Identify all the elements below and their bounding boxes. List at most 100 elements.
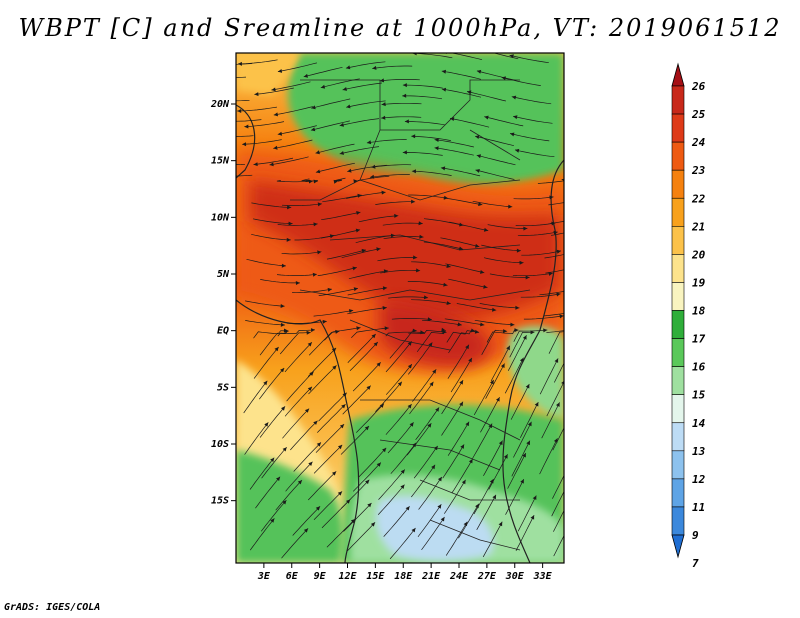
streamline-arrow	[327, 287, 332, 292]
streamline-arrow	[346, 499, 351, 504]
colorbar-swatch	[671, 366, 685, 395]
streamline-arrow	[566, 481, 570, 486]
streamline	[505, 478, 525, 515]
y-tick-label: EQ	[217, 326, 229, 337]
x-axis: 3E 6E 9E 12E 15E 18E 21E 24E 27E 30E 33E	[257, 563, 553, 582]
streamline-arrow	[580, 309, 584, 313]
streamline	[339, 146, 380, 155]
streamline-arrow	[404, 119, 409, 124]
streamline	[249, 518, 275, 551]
streamline-arrow	[475, 169, 480, 173]
streamline-arrow	[287, 205, 292, 210]
streamline-arrow	[277, 131, 283, 136]
streamline-arrow	[254, 92, 259, 97]
streamline-arrow	[567, 463, 571, 467]
streamline-arrow	[526, 440, 530, 446]
streamline	[324, 327, 361, 341]
streamline-arrow	[310, 127, 316, 132]
streamline-arrow	[361, 248, 366, 253]
streamline	[413, 445, 438, 479]
streamline	[347, 287, 388, 296]
streamline-arrow	[441, 69, 446, 74]
streamline-arrow	[407, 404, 412, 409]
streamline	[243, 380, 268, 414]
streamline-arrow	[568, 520, 572, 525]
streamline	[552, 427, 564, 451]
streamline	[441, 70, 481, 80]
x-tick-label: 6E	[286, 571, 299, 582]
streamline	[539, 358, 559, 395]
streamline-arrow	[428, 342, 433, 347]
colorbar-label: 12	[692, 473, 706, 486]
streamline-arrow	[310, 328, 315, 333]
streamline	[252, 218, 293, 224]
x-tick-label: 18E	[394, 571, 413, 582]
streamline-arrow	[480, 270, 485, 274]
streamline	[440, 237, 480, 248]
streamline-arrow	[405, 506, 410, 511]
y-tick-label: 20N	[210, 99, 230, 110]
streamline	[434, 147, 474, 156]
streamline-arrow	[459, 380, 464, 385]
streamline-arrow	[280, 322, 285, 327]
streamline-arrow	[569, 347, 573, 351]
colorbar-swatch	[671, 226, 685, 255]
streamline	[260, 279, 300, 284]
streamline-arrow	[543, 328, 548, 333]
streamline	[245, 320, 285, 326]
colorbar-label: 11	[692, 501, 705, 514]
streamline	[236, 76, 247, 78]
streamline	[290, 420, 318, 451]
streamline-arrow	[317, 202, 322, 207]
streamline-arrow	[282, 447, 287, 452]
streamline-arrow	[394, 213, 399, 218]
streamline-arrow	[440, 166, 446, 171]
streamline	[476, 494, 497, 530]
colorbar-swatch	[671, 338, 685, 367]
streamline	[487, 224, 528, 229]
streamline-arrow	[476, 69, 482, 74]
streamline-arrow	[339, 122, 344, 127]
streamline-arrow	[288, 221, 293, 226]
streamline	[513, 329, 548, 342]
streamline-arrow	[264, 422, 269, 427]
streamline	[441, 401, 464, 436]
streamline-arrow	[475, 135, 480, 139]
streamline-arrow	[484, 115, 489, 120]
streamline-arrow	[525, 384, 530, 389]
streamline-arrow	[322, 319, 327, 324]
streamline	[482, 521, 503, 558]
streamline	[284, 342, 313, 373]
streamline-arrow	[440, 517, 445, 522]
streamline	[260, 499, 287, 532]
streamline-arrow	[367, 503, 372, 508]
streamline	[546, 381, 564, 417]
streamline	[253, 346, 279, 379]
streamline	[382, 222, 423, 226]
streamline-arrow	[304, 408, 310, 413]
streamline	[417, 504, 442, 538]
streamline	[277, 62, 317, 72]
streamline-arrow	[551, 221, 556, 226]
streamline	[356, 403, 385, 433]
streamline	[507, 335, 527, 371]
y-axis: 20N 15N 10N 5N EQ 5S 10S 15S	[210, 99, 236, 507]
streamline-arrow	[397, 381, 402, 387]
streamline-arrow	[575, 287, 579, 291]
streamline	[423, 241, 464, 250]
streamline	[383, 505, 410, 537]
streamline	[553, 362, 564, 383]
streamline-arrow	[580, 264, 584, 268]
streamline-arrow	[313, 222, 318, 227]
chart-title: WBPT [C] and Sreamline at 1000hPa, VT: 2…	[18, 14, 782, 42]
streamlines	[212, 53, 584, 560]
streamline-arrow	[350, 519, 356, 524]
streamline	[442, 197, 483, 206]
streamline-arrow	[212, 62, 216, 66]
streamline-arrow	[446, 264, 451, 268]
x-tick-label: 12E	[338, 571, 357, 582]
streamline	[352, 361, 381, 392]
streamline	[441, 88, 482, 98]
streamline	[512, 272, 553, 277]
